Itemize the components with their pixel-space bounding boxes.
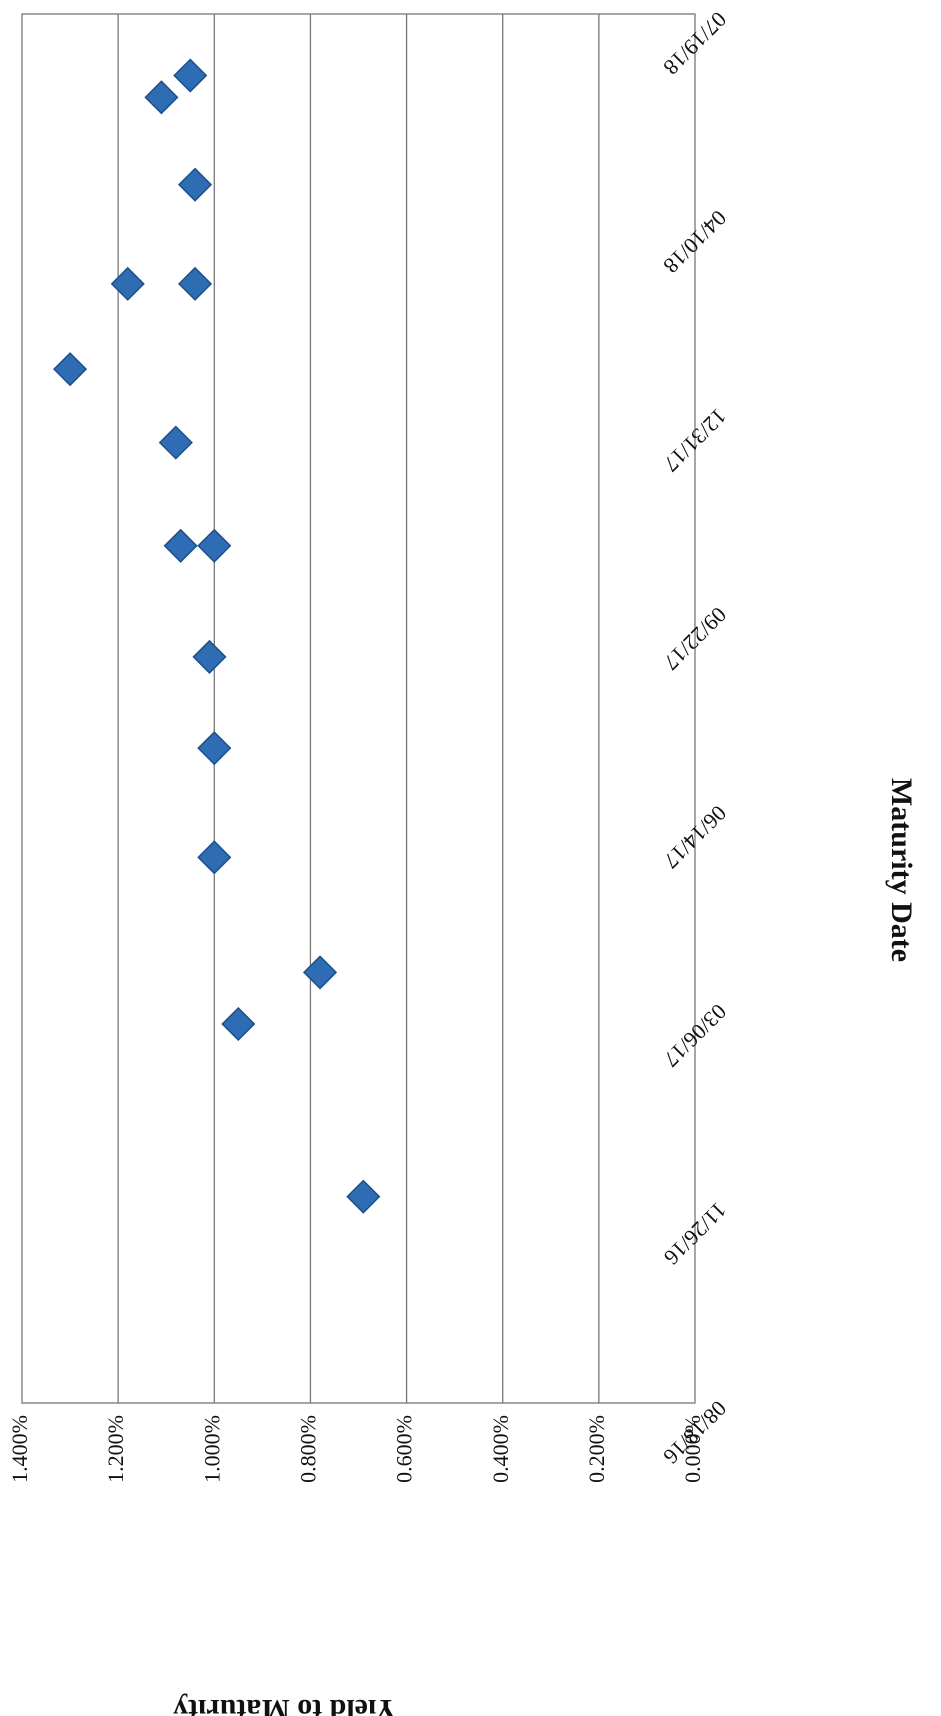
data-point — [110, 266, 145, 301]
y-axis-title: Yield to Maturity — [173, 1693, 397, 1716]
plot-area — [21, 13, 696, 1404]
data-point — [197, 840, 232, 875]
y-tick-label: 1.200% — [103, 1415, 128, 1483]
x-axis-title: Maturity Date — [885, 778, 918, 962]
data-point — [346, 1179, 381, 1214]
data-point — [177, 167, 213, 202]
data-point — [197, 731, 232, 766]
data-point — [53, 352, 88, 387]
y-tick-label: 0.200% — [584, 1415, 609, 1483]
y-tick-label: 1.400% — [7, 1415, 32, 1483]
data-point — [173, 58, 208, 93]
y-tick-label: 0.000% — [680, 1415, 705, 1483]
data-point — [158, 425, 193, 460]
data-point — [221, 1006, 256, 1042]
y-tick-label: 0.800% — [295, 1415, 320, 1483]
y-tick-label: 0.600% — [392, 1415, 417, 1483]
y-tick-labels: 0.000% 0.200% 0.400% 0.600% 0.800% 1.000% 1.20… — [7, 1415, 705, 1483]
data-point — [192, 639, 227, 674]
data-point — [144, 80, 179, 115]
data-point — [197, 528, 232, 563]
plot-border — [21, 13, 696, 1404]
data-point — [163, 528, 198, 563]
data-point — [302, 955, 338, 990]
y-tick-label: 0.400% — [488, 1415, 513, 1483]
y-tick-label: 1.000% — [199, 1415, 224, 1483]
data-point — [177, 266, 213, 301]
data-points — [53, 58, 381, 1214]
